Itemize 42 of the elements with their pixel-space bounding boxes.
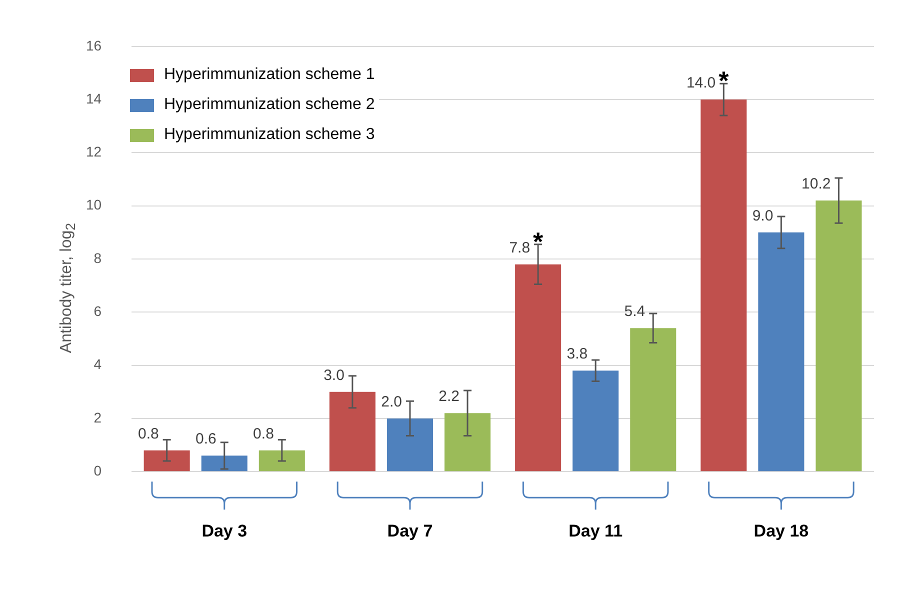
y-tick-label: 4 [94,356,102,372]
bar [201,456,248,472]
data-label: 2.0 [381,393,402,410]
data-label: 0.8 [253,425,274,442]
bar [258,450,305,472]
legend-label: Hyperimmunization scheme 2 [164,96,375,114]
data-label: 9.0 [752,207,774,224]
bar [700,100,747,472]
data-label: 3.0 [324,366,344,384]
bar [329,392,376,472]
data-label: 14.0 [686,74,716,92]
y-tick-label: 14 [86,90,102,106]
y-tick-label: 16 [86,37,102,54]
y-tick-label: 6 [94,303,102,320]
data-label: 2.2 [438,388,460,406]
x-tick-label: Day 18 [754,521,809,540]
data-label: 7.8 [509,239,530,256]
legend-label: Hyperimmunization scheme 1 [164,66,375,84]
data-label: 0.6 [196,430,216,448]
bar [572,370,619,472]
legend-label: Hyperimmunization scheme 3 [164,126,375,144]
annotation: * [532,226,544,256]
annotation: * [718,66,730,96]
x-tick-label: Day 7 [387,521,433,540]
y-tick-label: 12 [86,144,102,160]
y-tick-label: 8 [94,250,102,266]
data-label: 0.8 [138,425,159,442]
bar [758,232,804,472]
data-label: 10.2 [802,176,831,193]
y-tick-label: 2 [94,409,102,426]
bar [444,413,491,472]
bar [515,264,562,472]
bar [630,328,676,472]
y-tick-label: 10 [86,196,102,213]
bar [816,200,862,472]
y-tick-label: 0 [94,462,102,478]
data-label: 3.8 [566,346,588,363]
data-label: 5.4 [624,303,646,320]
bar [386,418,433,472]
bar [144,450,190,472]
x-tick-label: Day 11 [568,521,623,540]
x-tick-label: Day 3 [202,521,248,540]
